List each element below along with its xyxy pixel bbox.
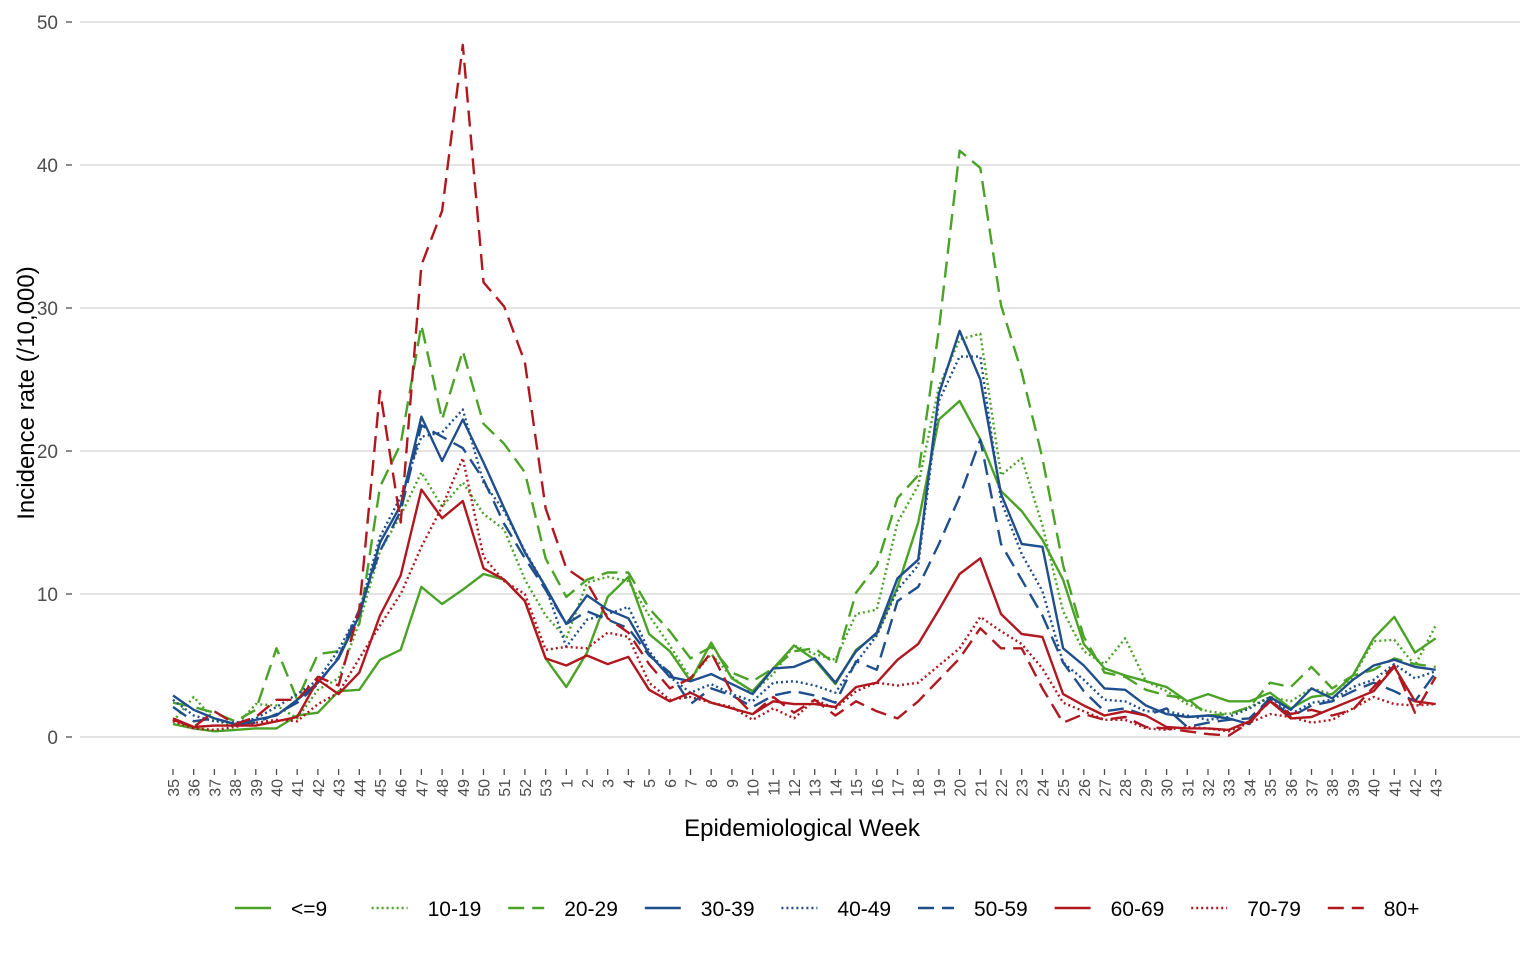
x-tick-label: 33 [1222,779,1239,797]
x-tick-label: 45 [373,779,390,797]
x-tick-label: 9 [725,779,742,788]
legend-label-8: 80+ [1384,898,1420,921]
x-tick-label: 34 [1242,779,1259,797]
gridlines [80,21,1520,738]
x-tick-label: 2 [580,779,597,788]
x-tick-label: 11 [766,779,783,796]
x-tick-label: 18 [911,779,928,797]
x-tick-label: 52 [518,779,535,797]
x-tick-label: 42 [311,779,328,797]
x-tick-label: 47 [414,779,431,797]
x-tick-label: 40 [270,779,287,797]
x-tick-label: 38 [1325,779,1342,797]
x-tick-label: 41 [1387,779,1404,797]
series-line-2 [172,149,1436,723]
x-tick-label: 29 [1139,779,1156,797]
x-tick-label: 44 [352,779,369,797]
x-tick-label: 12 [787,779,804,797]
x-tick-label: 51 [497,779,514,797]
series-line-8 [172,43,1437,737]
x-tick-label: 15 [849,779,866,797]
x-tick-label: 22 [994,779,1011,797]
series-line-0 [172,399,1437,733]
y-tick-label: 30 [37,299,58,320]
series-lines [172,43,1437,737]
x-tick-label: 40 [1367,779,1384,797]
x-tick-label: 31 [1180,779,1197,797]
y-tick-label: 10 [37,585,58,606]
x-tick-label: 24 [1035,779,1052,797]
x-tick-label: 48 [435,779,452,797]
x-tick-label: 49 [456,779,473,797]
series-line-1 [172,332,1437,729]
y-tick-label: 20 [37,442,58,463]
x-tick-label: 28 [1118,779,1135,797]
x-tick-label: 19 [932,779,949,797]
x-tick-label: 16 [870,779,887,797]
x-axis: 35 36 37 38 39 40 41 42 43 44 45 46 47 48 49 50 51 52 53 1 2… [166,769,1446,797]
series-line-4 [172,355,1437,724]
legend-label-1: 10-19 [428,898,482,921]
legend-label-7: 70-79 [1247,898,1301,921]
x-tick-label: 39 [1346,779,1363,797]
x-tick-label: 4 [621,779,638,788]
series-line-7 [172,456,1436,733]
x-tick-label: 36 [187,779,204,797]
x-tick-label: 53 [539,779,556,797]
x-tick-label: 13 [808,779,825,797]
x-tick-label: 8 [704,779,721,788]
x-tick-label: 25 [1056,779,1073,797]
x-tick-label: 41 [290,779,307,797]
x-tick-label: 20 [953,779,970,797]
legend-label-6: 60-69 [1111,898,1165,921]
x-tick-label: 23 [1015,779,1032,797]
x-tick-label: 1 [559,779,576,788]
x-tick-label: 5 [642,779,659,788]
series-line-5 [172,424,1437,729]
x-tick-label: 37 [1305,779,1322,797]
x-tick-label: 26 [1077,779,1094,797]
x-tick-label: 6 [663,779,680,788]
x-tick-label: 35 [166,779,183,797]
x-tick-label: 35 [1263,779,1280,797]
legend-label-3: 30-39 [701,898,755,921]
x-tick-label: 43 [332,779,349,797]
series-line-3 [172,329,1436,726]
x-tick-label: 14 [828,779,845,797]
x-tick-label: 36 [1284,779,1301,797]
x-tick-label: 38 [228,779,245,797]
x-tick-label: 21 [973,779,990,797]
y-tick-label: 0 [47,728,58,749]
x-tick-label: 32 [1201,779,1218,797]
x-axis-title: Epidemiological Week [684,815,921,842]
x-tick-label: 42 [1408,779,1425,797]
x-tick-label: 50 [477,779,494,797]
legend-label-2: 20-29 [564,898,618,921]
x-tick-label: 30 [1160,779,1177,797]
x-tick-label: 27 [1098,779,1115,797]
x-tick-label: 7 [684,779,701,788]
legend: <=9 10-19 20-29 30-39 40-49 50-59 60-69 70-79 80… [235,898,1419,921]
x-tick-label: 10 [746,779,763,797]
y-tick-label: 50 [37,13,58,34]
legend-label-4: 40-49 [837,898,891,921]
x-tick-label: 3 [601,779,618,788]
legend-label-0: <=9 [291,898,327,921]
y-tick-label: 40 [37,156,58,177]
y-axis: 0 10 20 30 40 50 [37,13,72,749]
x-tick-label: 46 [394,779,411,797]
x-tick-label: 43 [1429,779,1446,797]
x-tick-label: 37 [207,779,224,797]
y-axis-title: Incidence rate (/10,000) [13,266,40,520]
x-tick-label: 39 [249,779,266,797]
legend-label-5: 50-59 [974,898,1028,921]
x-tick-label: 17 [891,779,908,797]
